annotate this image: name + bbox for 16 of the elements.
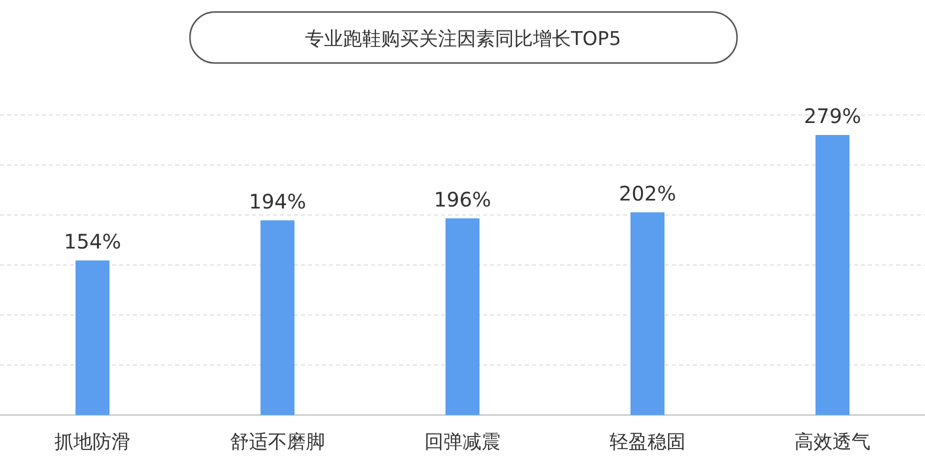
chart-title: 专业跑鞋购买关注因素同比增长TOP5 bbox=[304, 28, 622, 50]
data-label: 196% bbox=[434, 187, 492, 212]
x-tick-label: 高效透气 bbox=[794, 431, 870, 453]
x-tick-label: 回弹减震 bbox=[424, 431, 500, 453]
data-label: 194% bbox=[248, 189, 306, 214]
bar bbox=[630, 212, 664, 415]
x-tick-label: 舒适不磨脚 bbox=[230, 431, 325, 453]
x-tick-label: 抓地防滑 bbox=[54, 431, 130, 453]
bar bbox=[76, 260, 110, 415]
x-tick-label: 轻盈稳固 bbox=[610, 431, 686, 453]
data-label: 202% bbox=[618, 181, 676, 206]
bar bbox=[446, 218, 480, 415]
data-label: 279% bbox=[804, 104, 862, 128]
bar bbox=[260, 220, 294, 415]
bar bbox=[816, 135, 850, 415]
data-label: 154% bbox=[64, 229, 122, 254]
